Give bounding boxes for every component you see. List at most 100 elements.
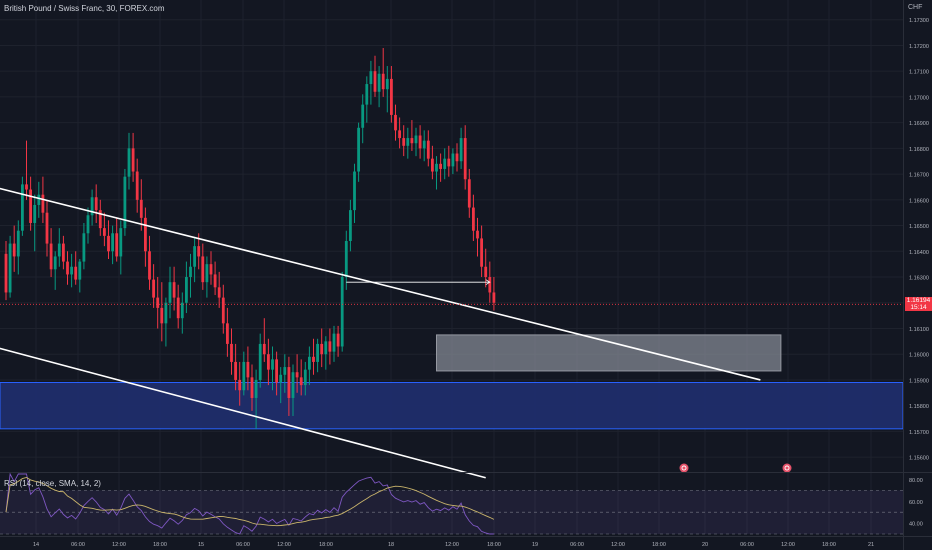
candle-body (160, 307, 164, 324)
candle-body (324, 341, 328, 355)
candle-body (349, 210, 352, 241)
candle (381, 48, 385, 97)
candle (435, 156, 438, 190)
candle-body (139, 199, 143, 218)
candle (66, 251, 69, 285)
candle-body (414, 135, 418, 144)
candle-body (45, 212, 49, 244)
candle-body (472, 207, 475, 231)
candle-body (398, 130, 401, 139)
candle (164, 297, 168, 347)
candle-body (480, 238, 483, 267)
candle-body (107, 235, 110, 252)
candle (160, 282, 164, 342)
candle-body (357, 127, 360, 172)
candle (262, 318, 266, 362)
candle (361, 94, 365, 144)
candle-body (271, 359, 274, 370)
price-tick-label: 1.17100 (909, 70, 929, 76)
candle-body (37, 194, 41, 205)
candle (111, 225, 114, 265)
candle (127, 132, 131, 190)
candle-body (365, 84, 369, 105)
candle (299, 359, 303, 396)
candle-body (402, 138, 406, 146)
candle (176, 284, 180, 329)
candle-body (168, 282, 172, 303)
candle (254, 369, 258, 429)
price-tick-label: 1.17200 (909, 44, 929, 50)
candle-body (316, 343, 319, 362)
candle (70, 253, 73, 288)
candle-body (238, 379, 242, 391)
candle-body (242, 361, 246, 391)
price-tick-label: 1.16900 (909, 121, 929, 127)
event-marker-glyph (784, 465, 790, 471)
candle-body (82, 233, 86, 262)
time-tick-label: 18:00 (822, 542, 836, 548)
candle-body (455, 153, 459, 162)
candle-body (33, 204, 37, 223)
price-tick-label: 1.15900 (909, 378, 929, 384)
candle (115, 217, 119, 262)
time-tick-label: 06:00 (740, 542, 754, 548)
time-tick-label: 14 (33, 542, 39, 548)
candle-body (308, 356, 311, 370)
candle (431, 145, 434, 180)
candle (402, 125, 406, 157)
time-tick-label: 12:00 (112, 542, 126, 548)
candle (156, 277, 160, 329)
candle-body (353, 171, 356, 211)
candle-body (254, 379, 258, 398)
gray-zone (436, 334, 782, 372)
candle-body (53, 256, 57, 270)
candle-body (189, 266, 192, 278)
candle-body (8, 243, 12, 293)
candle-body (131, 148, 135, 172)
candle (53, 251, 57, 290)
candle-body (275, 359, 278, 383)
time-tick-label: 19 (532, 542, 538, 548)
candle (230, 328, 233, 375)
candle (74, 251, 78, 285)
rsi-legend: RSI (14, close, SMA, 14, 2) (4, 479, 101, 488)
candle-body (385, 78, 389, 90)
rsi-ma-line (5, 477, 495, 527)
candle-body (213, 274, 217, 288)
candle-body (103, 228, 106, 236)
candle (283, 354, 287, 393)
candle-body (312, 356, 315, 362)
candle (139, 179, 143, 231)
candle (123, 168, 127, 236)
candle (295, 354, 299, 393)
time-tick-label: 21 (868, 542, 874, 548)
candle-body (70, 266, 73, 275)
candle-body (299, 377, 303, 386)
price-tick-label: 1.16400 (909, 250, 929, 256)
rsi-tick-label: 40.00 (909, 522, 923, 528)
candle-body (447, 158, 451, 167)
time-tick-label: 18:00 (319, 542, 333, 548)
price-tick-label: 1.16800 (909, 147, 929, 153)
candle-body (320, 343, 324, 355)
candle-body (94, 197, 98, 211)
candle (472, 194, 475, 241)
time-tick-label: 06:00 (71, 542, 85, 548)
event-markers-layer (679, 463, 792, 473)
candle-body (148, 251, 151, 280)
candle (422, 130, 426, 162)
candle-body (279, 374, 283, 383)
candle (447, 145, 451, 177)
candle (332, 325, 336, 362)
candle (275, 351, 278, 396)
candle-body (451, 153, 455, 167)
candle-body (57, 243, 61, 257)
rsi-pane: 80.00 60.00 40.00 (0, 472, 923, 535)
candle (467, 168, 471, 218)
candle-body (492, 292, 496, 303)
candle-body (291, 372, 295, 398)
candle (328, 328, 332, 365)
